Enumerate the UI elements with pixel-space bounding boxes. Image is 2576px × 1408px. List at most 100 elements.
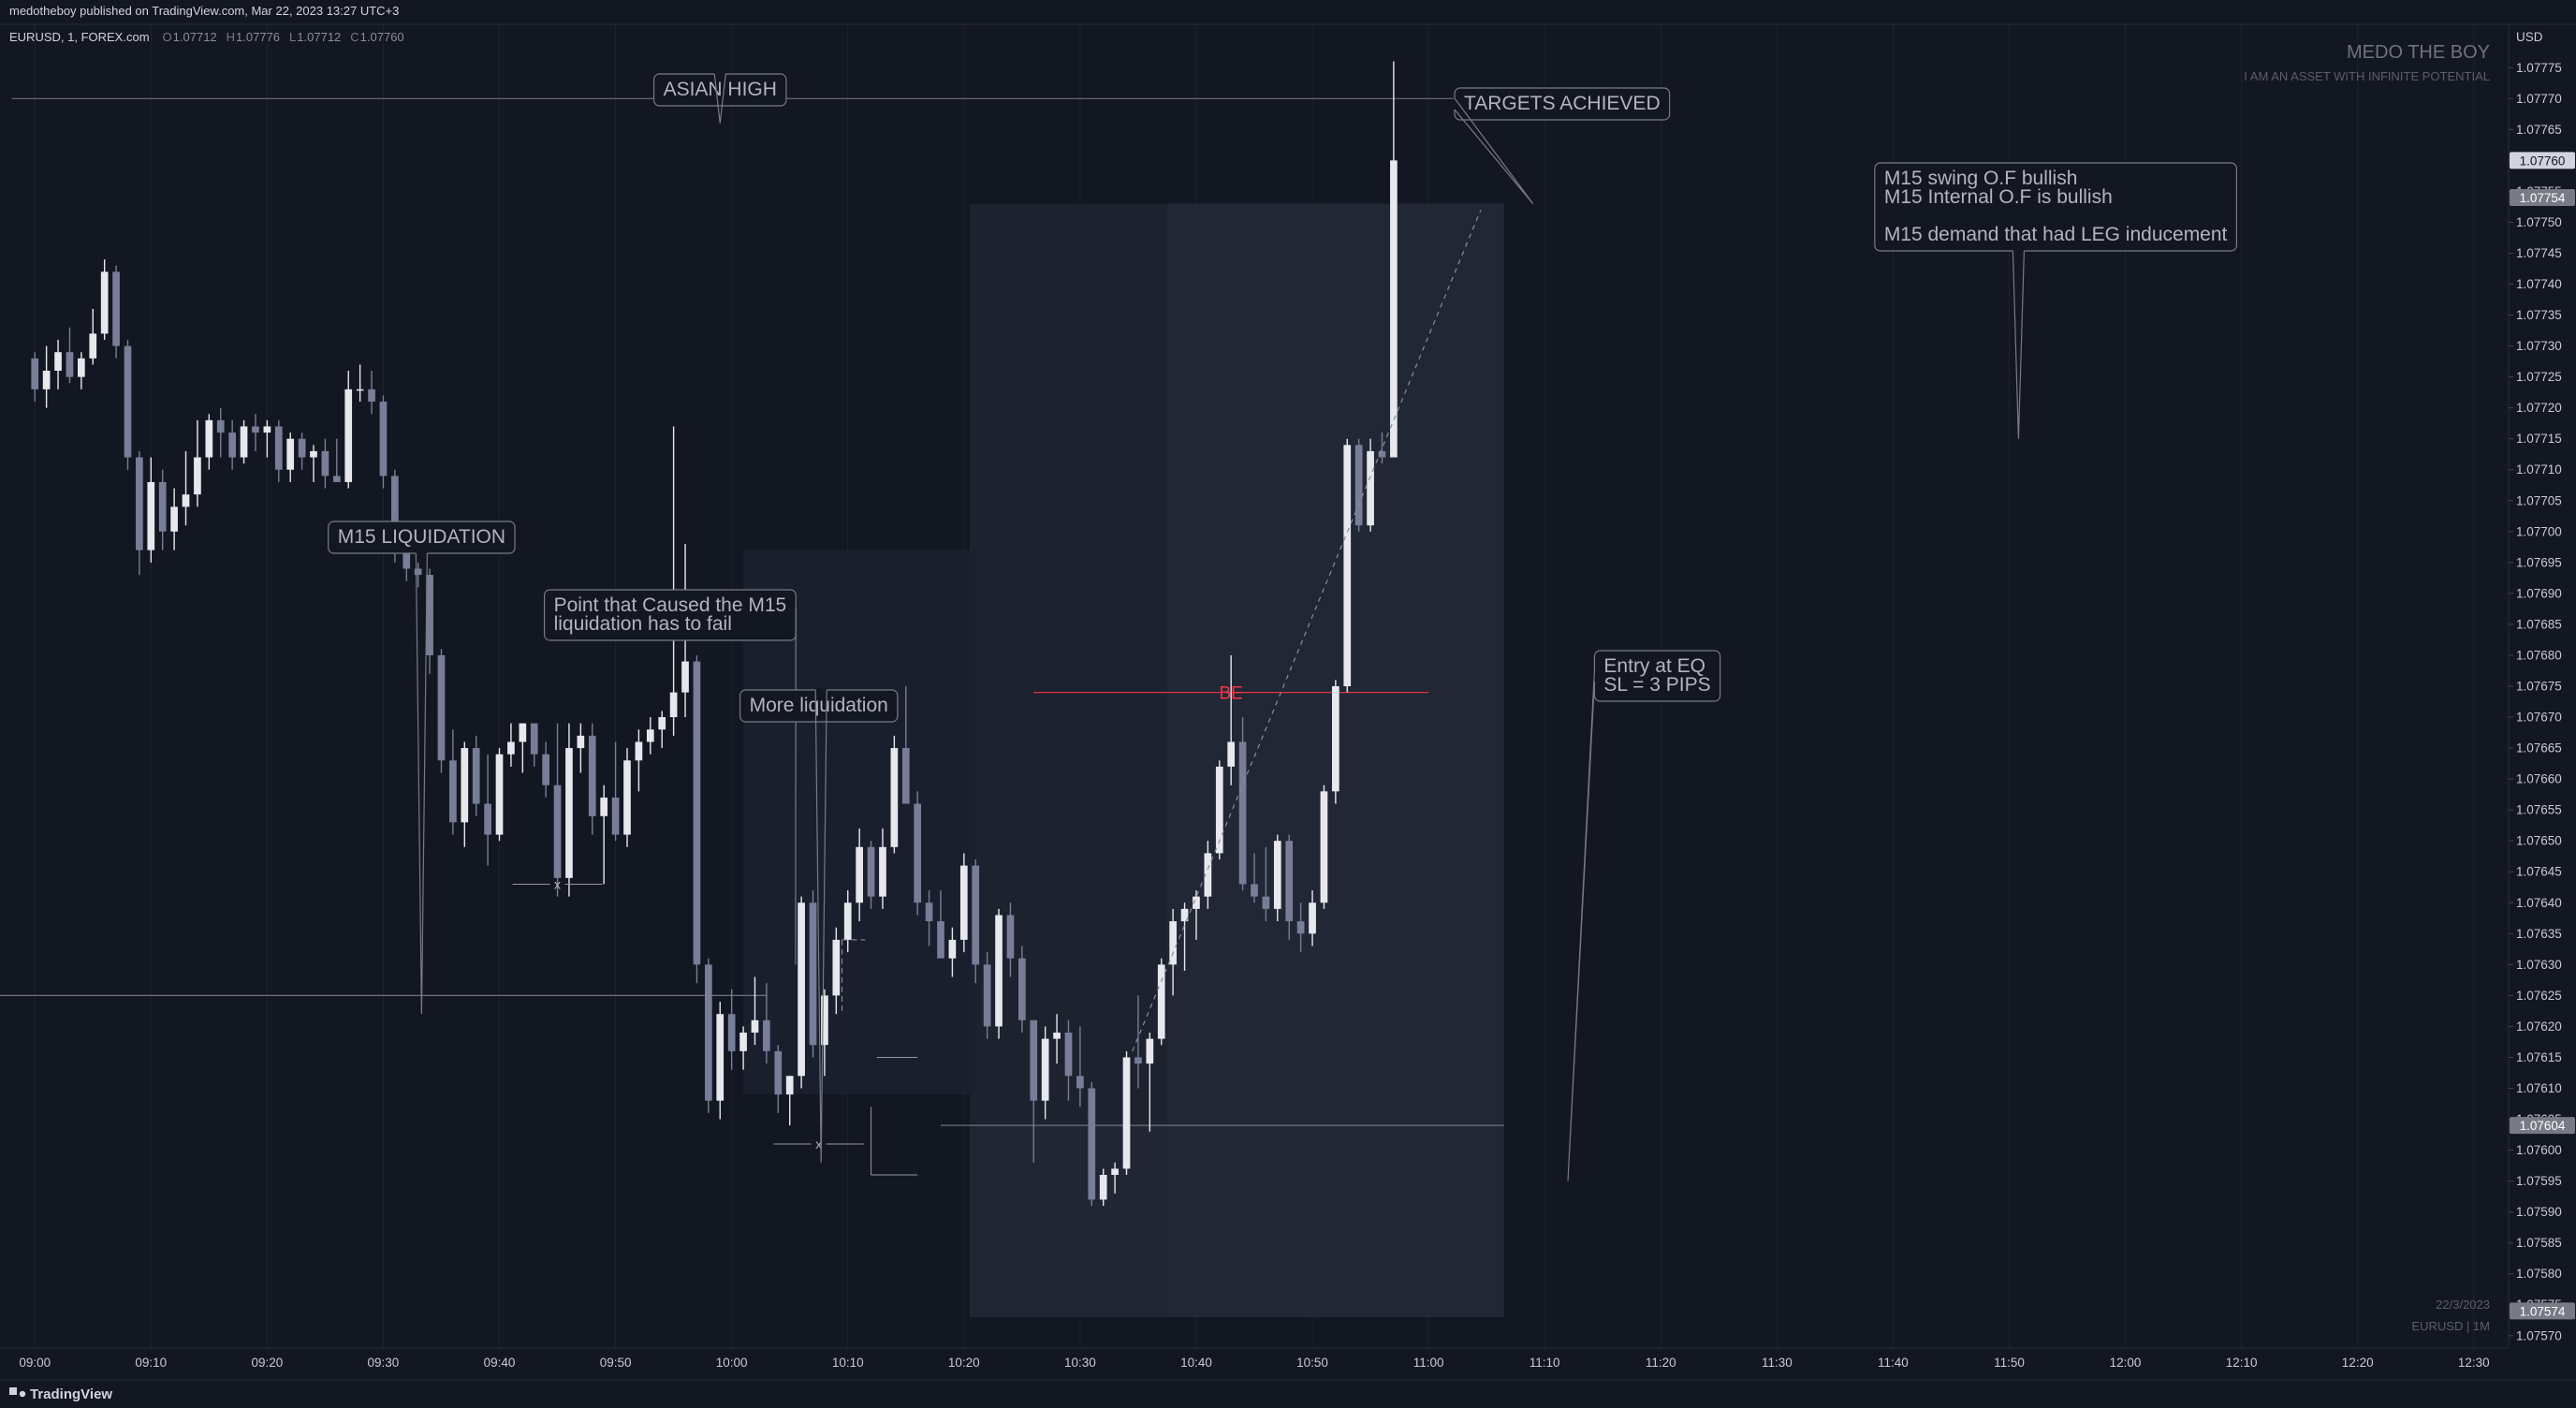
candle-6[interactable] — [100, 259, 109, 340]
candle-51[interactable] — [623, 748, 631, 847]
candle-78[interactable] — [937, 890, 944, 959]
candle-3[interactable] — [66, 327, 74, 384]
candle-68[interactable] — [821, 989, 828, 1077]
candle-79[interactable] — [948, 927, 957, 977]
candle-64[interactable] — [774, 1045, 783, 1113]
candle-71[interactable] — [856, 828, 863, 922]
candle-63[interactable] — [763, 983, 770, 1064]
candle-92[interactable] — [1099, 1168, 1107, 1207]
candle-74[interactable] — [890, 735, 899, 854]
candle-18[interactable] — [240, 419, 248, 464]
candle-21[interactable] — [274, 419, 283, 482]
candle-109[interactable] — [1296, 902, 1305, 953]
candle-38[interactable] — [472, 735, 480, 816]
candle-26[interactable] — [332, 438, 341, 482]
candle-83[interactable] — [995, 908, 1003, 1039]
candle-39[interactable] — [484, 754, 491, 866]
candle-112[interactable] — [1332, 680, 1339, 804]
candle-17[interactable] — [228, 419, 236, 470]
candle-55[interactable] — [669, 426, 678, 736]
candle-90[interactable] — [1076, 1026, 1084, 1107]
candle-41[interactable] — [507, 723, 515, 767]
candle-33[interactable] — [414, 562, 422, 588]
candles[interactable] — [31, 61, 1398, 1207]
candle-60[interactable] — [727, 989, 736, 1070]
candle-95[interactable] — [1134, 995, 1142, 1089]
candle-88[interactable] — [1053, 1014, 1061, 1064]
candle-2[interactable] — [54, 339, 62, 389]
candle-48[interactable] — [588, 723, 596, 835]
candle-46[interactable] — [565, 723, 573, 897]
candle-111[interactable] — [1320, 785, 1328, 909]
candle-19[interactable] — [252, 414, 259, 451]
candle-100[interactable] — [1193, 890, 1200, 940]
candle-77[interactable] — [925, 890, 933, 946]
candle-66[interactable] — [798, 896, 805, 1089]
candle-5[interactable] — [89, 308, 97, 365]
candle-80[interactable] — [959, 853, 968, 953]
candle-8[interactable] — [124, 339, 132, 470]
candle-85[interactable] — [1018, 946, 1026, 1034]
candle-67[interactable] — [809, 890, 817, 1058]
price-axis[interactable]: USD 1.077751.077701.077651.077601.077551… — [2508, 24, 2576, 1348]
candle-81[interactable] — [972, 859, 980, 984]
candle-58[interactable] — [705, 958, 712, 1113]
candle-25[interactable] — [321, 438, 329, 489]
candle-0[interactable] — [31, 352, 39, 403]
candle-104[interactable] — [1238, 717, 1247, 891]
candle-52[interactable] — [635, 729, 643, 792]
candle-9[interactable] — [136, 450, 143, 576]
candle-42[interactable] — [519, 723, 527, 773]
candle-54[interactable] — [658, 711, 666, 749]
candle-57[interactable] — [693, 654, 701, 984]
candle-69[interactable] — [832, 927, 841, 1015]
candle-105[interactable] — [1251, 853, 1258, 903]
candle-35[interactable] — [437, 649, 446, 773]
candle-4[interactable] — [78, 352, 85, 389]
candle-117[interactable] — [1390, 61, 1398, 458]
candle-50[interactable] — [611, 741, 620, 842]
candle-34[interactable] — [426, 568, 433, 674]
candle-93[interactable] — [1111, 1162, 1119, 1194]
candle-89[interactable] — [1064, 1019, 1073, 1101]
time-axis[interactable]: 09:00 09:10 09:20 09:30 09:40 09:50 10:00 10:10… — [0, 1347, 2509, 1370]
candle-27[interactable] — [344, 371, 353, 489]
candle-11[interactable] — [158, 469, 167, 550]
candle-86[interactable] — [1030, 1019, 1038, 1163]
candle-20[interactable] — [263, 419, 271, 458]
candle-110[interactable] — [1309, 890, 1316, 946]
candle-12[interactable] — [170, 488, 178, 550]
candle-73[interactable] — [879, 828, 886, 909]
candle-47[interactable] — [577, 723, 585, 773]
candle-62[interactable] — [751, 976, 759, 1046]
footer-brand[interactable]: TradingView — [9, 1386, 112, 1402]
annotations[interactable]: ASIAN HIGH TARGETS ACHIEVED M15 swing O.F … — [328, 72, 2238, 1181]
candle-29[interactable] — [368, 371, 375, 415]
candle-75[interactable] — [901, 686, 910, 804]
more-liquidation-label[interactable]: More liquidation — [739, 688, 899, 1163]
candle-28[interactable] — [356, 364, 364, 403]
candle-99[interactable] — [1180, 902, 1189, 971]
candle-16[interactable] — [216, 407, 225, 458]
candle-30[interactable] — [379, 395, 388, 489]
candle-15[interactable] — [205, 414, 213, 470]
candle-44[interactable] — [542, 741, 549, 798]
candle-102[interactable] — [1215, 760, 1223, 860]
targets-achieved-label[interactable]: TARGETS ACHIEVED — [1453, 87, 1671, 205]
candle-115[interactable] — [1367, 438, 1374, 532]
candle-116[interactable] — [1378, 433, 1386, 464]
candle-23[interactable] — [298, 433, 306, 470]
candle-76[interactable] — [914, 791, 922, 916]
candle-61[interactable] — [739, 1026, 747, 1070]
candle-114[interactable] — [1354, 438, 1363, 532]
candle-7[interactable] — [112, 265, 120, 359]
candle-53[interactable] — [646, 717, 654, 755]
candle-107[interactable] — [1273, 834, 1281, 922]
m15-liquidation-label[interactable]: M15 LIQUIDATION — [328, 521, 516, 1015]
candle-82[interactable] — [983, 952, 991, 1039]
candle-91[interactable] — [1088, 1081, 1096, 1207]
